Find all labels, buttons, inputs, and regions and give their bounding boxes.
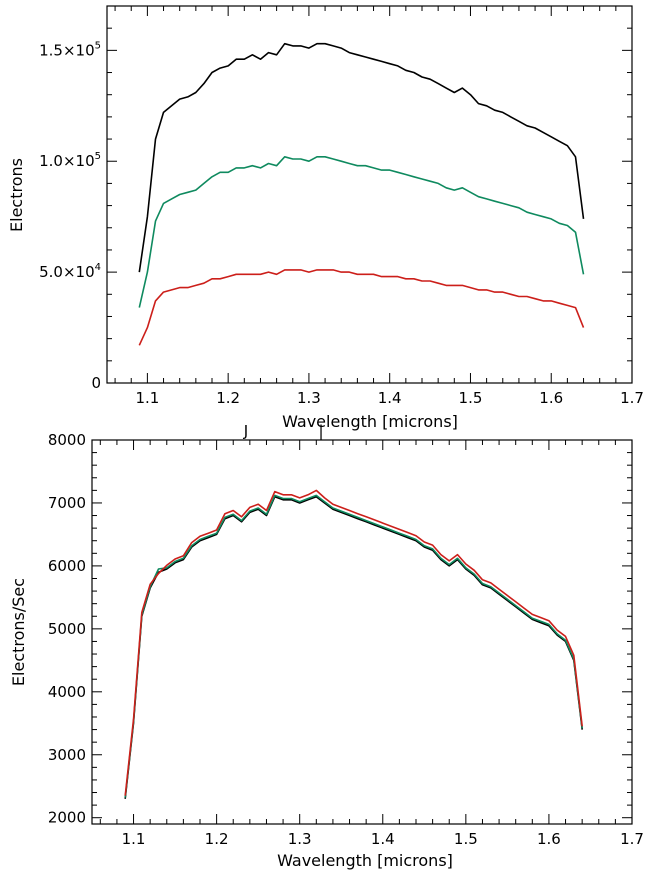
x-tick-label: 1.1 xyxy=(135,389,159,407)
y-tick-label: 6000 xyxy=(48,557,86,575)
y-tick-label: 1.5×105 xyxy=(39,40,101,59)
electrons-per-sec-x-axis-title: Wavelength [microns] xyxy=(277,851,453,870)
y-tick-label: 4000 xyxy=(48,683,86,701)
y-tick-label: 2000 xyxy=(48,809,86,827)
x-tick-label: 1.6 xyxy=(539,389,563,407)
x-tick-label: 1.5 xyxy=(459,389,483,407)
electrons-plot-frame xyxy=(106,5,633,384)
electrons-x-tick-labels: 1.1 1.2 1.3 1.4 1.5 1.6 1.7 xyxy=(135,389,643,407)
x-tick-label: 1.2 xyxy=(205,830,229,848)
electrons-series-line-1 xyxy=(138,42,585,273)
electrons-per-sec-series xyxy=(124,489,583,799)
electrons-per-sec-x-tick-labels: 1.1 1.2 1.3 1.4 1.5 1.6 1.7 xyxy=(122,830,644,848)
x-tick-label: 1.6 xyxy=(537,830,561,848)
y-tick-label: 7000 xyxy=(48,494,86,512)
y-tick-label: 1.0×105 xyxy=(39,151,101,170)
x-tick-label: 1.3 xyxy=(297,389,321,407)
electrons-y-tick-labels: 0 5.0×104 1.0×105 1.5×105 xyxy=(39,40,101,392)
band-marker-annotation: | xyxy=(318,422,323,440)
y-tick-label: 5.0×104 xyxy=(39,262,101,281)
electrons-per-sec-series-line-1 xyxy=(124,495,583,799)
x-tick-label: 1.5 xyxy=(454,830,478,848)
electrons-series xyxy=(138,42,585,346)
electrons-per-sec-ticks xyxy=(92,439,633,824)
x-tick-label: 1.3 xyxy=(288,830,312,848)
electrons-per-sec-series-line-3 xyxy=(124,489,583,796)
x-tick-label: 1.2 xyxy=(216,389,240,407)
j-band-annotation: J xyxy=(243,422,248,440)
electrons-per-sec-y-tick-labels: 2000 3000 4000 5000 6000 7000 8000 xyxy=(48,431,86,827)
y-tick-label: 3000 xyxy=(48,746,86,764)
y-tick-label: 0 xyxy=(91,374,101,392)
y-tick-label: 8000 xyxy=(48,431,86,449)
electrons-per-sec-chart: 1.1 1.2 1.3 1.4 1.5 1.6 1.7 2000 3000 4000 5000 60… xyxy=(9,431,644,870)
x-tick-label: 1.4 xyxy=(371,830,395,848)
electrons-y-axis-title: Electrons xyxy=(7,158,26,232)
electrons-per-sec-y-axis-title: Electrons/Sec xyxy=(9,578,28,686)
electrons-chart: 1.1 1.2 1.3 1.4 1.5 1.6 1.7 0 5.0×104 1.0×105 1.5… xyxy=(7,5,644,440)
electrons-ticks xyxy=(107,5,633,384)
electrons-x-axis-title: Wavelength [microns] xyxy=(282,412,458,431)
x-tick-label: 1.4 xyxy=(378,389,402,407)
x-tick-label: 1.7 xyxy=(620,830,644,848)
x-tick-label: 1.1 xyxy=(122,830,146,848)
electrons-series-line-3 xyxy=(138,269,585,346)
electrons-series-line-2 xyxy=(138,156,585,308)
electrons-per-sec-plot-frame xyxy=(91,439,633,825)
x-tick-label: 1.7 xyxy=(620,389,644,407)
electrons-per-sec-series-line-2 xyxy=(124,494,583,798)
y-tick-label: 5000 xyxy=(48,620,86,638)
